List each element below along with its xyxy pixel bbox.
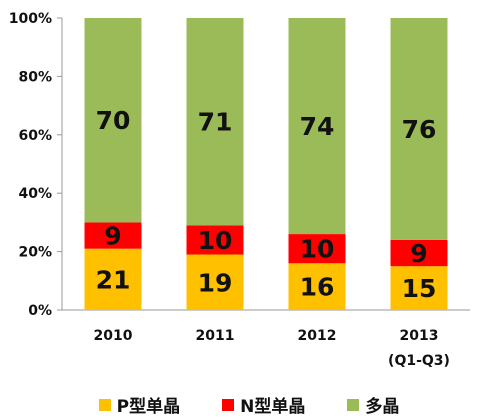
bar-segment xyxy=(84,18,142,223)
legend-item-n-type: N型单晶 xyxy=(222,392,305,417)
legend: P型单晶 N型单晶 多晶 xyxy=(0,392,498,417)
bar-segment xyxy=(186,225,244,255)
data-label: 71 xyxy=(198,108,233,137)
bars-group: 21 9 70 19 10 71 16 10 74 15 9 76 xyxy=(84,18,448,310)
data-label: 9 xyxy=(410,239,427,268)
bar-segment xyxy=(288,234,346,264)
bar-segment xyxy=(186,18,244,226)
x-axis-categories: 2010 2011 2012 2013 (Q1-Q3) xyxy=(94,328,450,369)
data-label: 76 xyxy=(402,115,437,144)
x-category-label: 2012 xyxy=(298,328,337,344)
bar-segment xyxy=(390,18,448,240)
x-category-label: 2010 xyxy=(94,328,133,344)
data-label: 10 xyxy=(300,235,335,264)
bar-segment xyxy=(84,248,142,310)
bar-segment xyxy=(186,254,244,310)
data-label: 10 xyxy=(198,226,233,255)
data-label: 70 xyxy=(96,106,131,135)
legend-item-p-type: P型单晶 xyxy=(98,392,181,417)
stacked-bar-chart: 0% 20% 40% 60% 80% 100% 21 9 70 19 10 71 16 10 74 15 9 7… xyxy=(9,11,470,369)
legend-swatch-multi xyxy=(347,398,360,411)
x-category-label: 2013 xyxy=(400,328,439,344)
bar-segment xyxy=(390,239,448,267)
legend-swatch-p-type xyxy=(98,398,111,411)
legend-item-multi: 多晶 xyxy=(347,392,399,417)
y-tick-label: 60% xyxy=(18,128,52,144)
y-tick-label: 40% xyxy=(18,186,52,202)
bar-segment xyxy=(390,266,448,310)
data-label: 21 xyxy=(96,265,131,294)
data-label: 15 xyxy=(402,274,437,303)
data-label: 16 xyxy=(300,273,335,302)
legend-label-n-type: N型单晶 xyxy=(240,397,306,417)
data-label: 9 xyxy=(104,222,121,251)
y-tick-label: 20% xyxy=(18,245,52,261)
y-tick-label: 0% xyxy=(28,303,52,319)
y-tick-label: 100% xyxy=(9,11,52,27)
bar-segment xyxy=(288,263,346,310)
x-category-label: 2011 xyxy=(196,328,235,344)
legend-label-multi: 多晶 xyxy=(365,397,400,417)
legend-label-p-type: P型单晶 xyxy=(116,397,181,417)
data-label: 19 xyxy=(198,268,233,297)
legend-swatch-n-type xyxy=(222,398,235,411)
x-category-sublabel: (Q1-Q3) xyxy=(388,353,450,369)
data-label: 74 xyxy=(300,112,335,141)
y-axis-ticks: 0% 20% 40% 60% 80% 100% xyxy=(9,11,62,319)
bar-segment xyxy=(288,18,346,235)
bar-segment xyxy=(84,222,142,249)
y-tick-label: 80% xyxy=(18,69,52,85)
